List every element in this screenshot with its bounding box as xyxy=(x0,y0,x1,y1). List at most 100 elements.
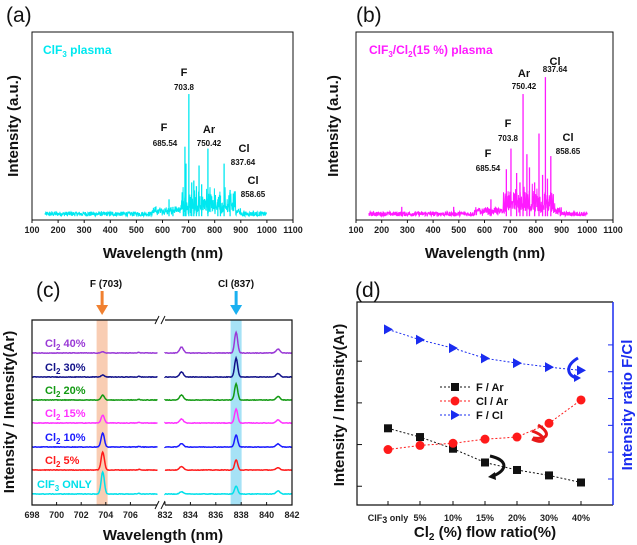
x-tick-label: 300 xyxy=(77,225,92,235)
annotation-value: 703.8 xyxy=(498,134,519,143)
x-axis-label-d: Cl2 (%) flow ratio(%) xyxy=(414,524,556,543)
x-tick-label: 100 xyxy=(24,225,39,235)
annotation-value: 858.65 xyxy=(241,190,266,199)
spectrum-trace xyxy=(31,355,292,379)
annotation-value: 837.64 xyxy=(543,65,568,74)
x-tick-label: 800 xyxy=(528,225,543,235)
annotation-element: F xyxy=(161,122,168,134)
highlight-band xyxy=(96,320,108,505)
x-tick-label: 500 xyxy=(451,225,466,235)
curved-arrow-left-icon xyxy=(531,429,545,443)
series-label: Cl2 40% xyxy=(45,338,86,352)
x-tick-label: 15% xyxy=(476,513,494,523)
data-point xyxy=(415,440,425,450)
annotation-element: Ar xyxy=(518,68,531,80)
data-point xyxy=(383,445,393,455)
series-label-part: 2 xyxy=(56,343,61,352)
x-tick-label: 400 xyxy=(103,225,118,235)
data-point xyxy=(577,478,585,487)
x-tick-label: 842 xyxy=(284,510,299,520)
x-tick-label: 836 xyxy=(208,510,223,520)
legend-label: F / Ar xyxy=(476,382,504,394)
data-point xyxy=(481,353,490,364)
annotation-value: 837.64 xyxy=(231,158,256,167)
annotation-value: 858.65 xyxy=(556,147,581,156)
arrow-icon xyxy=(96,305,109,315)
plot-frame xyxy=(355,31,614,221)
marker-label-f: F (703) xyxy=(90,279,122,290)
x-tick-label: 1000 xyxy=(257,225,277,235)
series-label-part: Cl xyxy=(45,362,56,374)
curved-arrow-right-icon xyxy=(574,374,581,382)
y-axis-label-d-right: Intensity ratio F/Cl xyxy=(619,340,636,471)
x-tick-label: 400 xyxy=(426,225,441,235)
legend-marker xyxy=(451,383,459,391)
series-label: ClF3 ONLY xyxy=(37,479,92,493)
series-label-part: 15% xyxy=(60,408,85,420)
annotation-element: Ar xyxy=(203,124,216,136)
x-tick-label: 40% xyxy=(572,513,590,523)
data-point xyxy=(576,395,586,405)
x-tick-label: 10% xyxy=(444,513,462,523)
plot-frame xyxy=(31,319,293,506)
spectrum-trace xyxy=(31,450,292,472)
data-point xyxy=(481,458,489,467)
annotation-value: 750.42 xyxy=(197,139,222,148)
data-point xyxy=(384,324,393,335)
series-label-part: 40% xyxy=(60,338,85,350)
series-label: Cl2 30% xyxy=(45,362,86,376)
x-tick-label: 300 xyxy=(400,225,415,235)
annotation-element: Cl xyxy=(239,143,250,155)
spectrum-trace xyxy=(31,381,293,402)
x-tick-label: 834 xyxy=(183,510,198,520)
y-axis-label-b: Intensity (a.u.) xyxy=(325,75,342,177)
data-point xyxy=(545,471,553,480)
series-label-part: Cl xyxy=(45,455,56,467)
axis-break-icon xyxy=(154,315,166,325)
spectrum-trace xyxy=(31,431,293,449)
annotation-element: Cl xyxy=(563,132,574,144)
legend-marker xyxy=(450,396,460,406)
data-point xyxy=(513,465,521,474)
x-tick-label: 840 xyxy=(259,510,274,520)
series-label-part: 2 xyxy=(56,460,61,469)
x-tick-label: 600 xyxy=(155,225,170,235)
series-label: Cl2 20% xyxy=(45,385,86,399)
data-point xyxy=(449,343,458,354)
x-tick-label: 600 xyxy=(477,225,492,235)
series-label-part: 3 xyxy=(55,484,60,493)
series-label-part: 5% xyxy=(60,455,79,467)
x-tick-label: 832 xyxy=(157,510,172,520)
annotation-element: Cl xyxy=(248,175,259,187)
spectrum-line xyxy=(44,187,268,218)
series-label-part: Cl xyxy=(45,385,56,397)
x-tick-label: 30% xyxy=(540,513,558,523)
annotation-element: F xyxy=(505,118,512,130)
data-point xyxy=(577,365,586,376)
x-tick-label: 900 xyxy=(554,225,569,235)
axis-break-icon xyxy=(154,500,166,510)
panel-d-ratios: Cl2 (%) flow ratio(%) Intensity / Intens… xyxy=(331,301,636,543)
annotation-value: 703.8 xyxy=(174,83,195,92)
x-tick-label: 200 xyxy=(374,225,389,235)
data-point xyxy=(480,434,490,444)
legend-a: ClF3 plasma xyxy=(43,43,112,59)
series-label: Cl2 5% xyxy=(45,455,80,469)
legend-b: ClF3/Cl2(15 %) plasma xyxy=(369,43,493,59)
panel-label-a: (a) xyxy=(6,4,32,27)
marker-label-cl: Cl (837) xyxy=(218,279,254,290)
data-point xyxy=(384,424,392,433)
series-label-part: ONLY xyxy=(59,479,92,491)
x-tick-label: 20% xyxy=(508,513,526,523)
x-tick-label: 5% xyxy=(413,513,426,523)
y-axis-label-a: Intensity (a.u.) xyxy=(5,75,22,177)
x-tick-label: 900 xyxy=(233,225,248,235)
annotation-element: F xyxy=(181,67,188,79)
panel-b-spectrum: ClF3/Cl2(15 %) plasma F 703.8 F 685.54 A… xyxy=(325,31,623,262)
annotation-value: 685.54 xyxy=(476,164,501,173)
series-label-part: Cl xyxy=(45,432,56,444)
data-point xyxy=(513,358,522,369)
series-label-part: 30% xyxy=(60,362,85,374)
series-label-part: 2 xyxy=(56,390,61,399)
